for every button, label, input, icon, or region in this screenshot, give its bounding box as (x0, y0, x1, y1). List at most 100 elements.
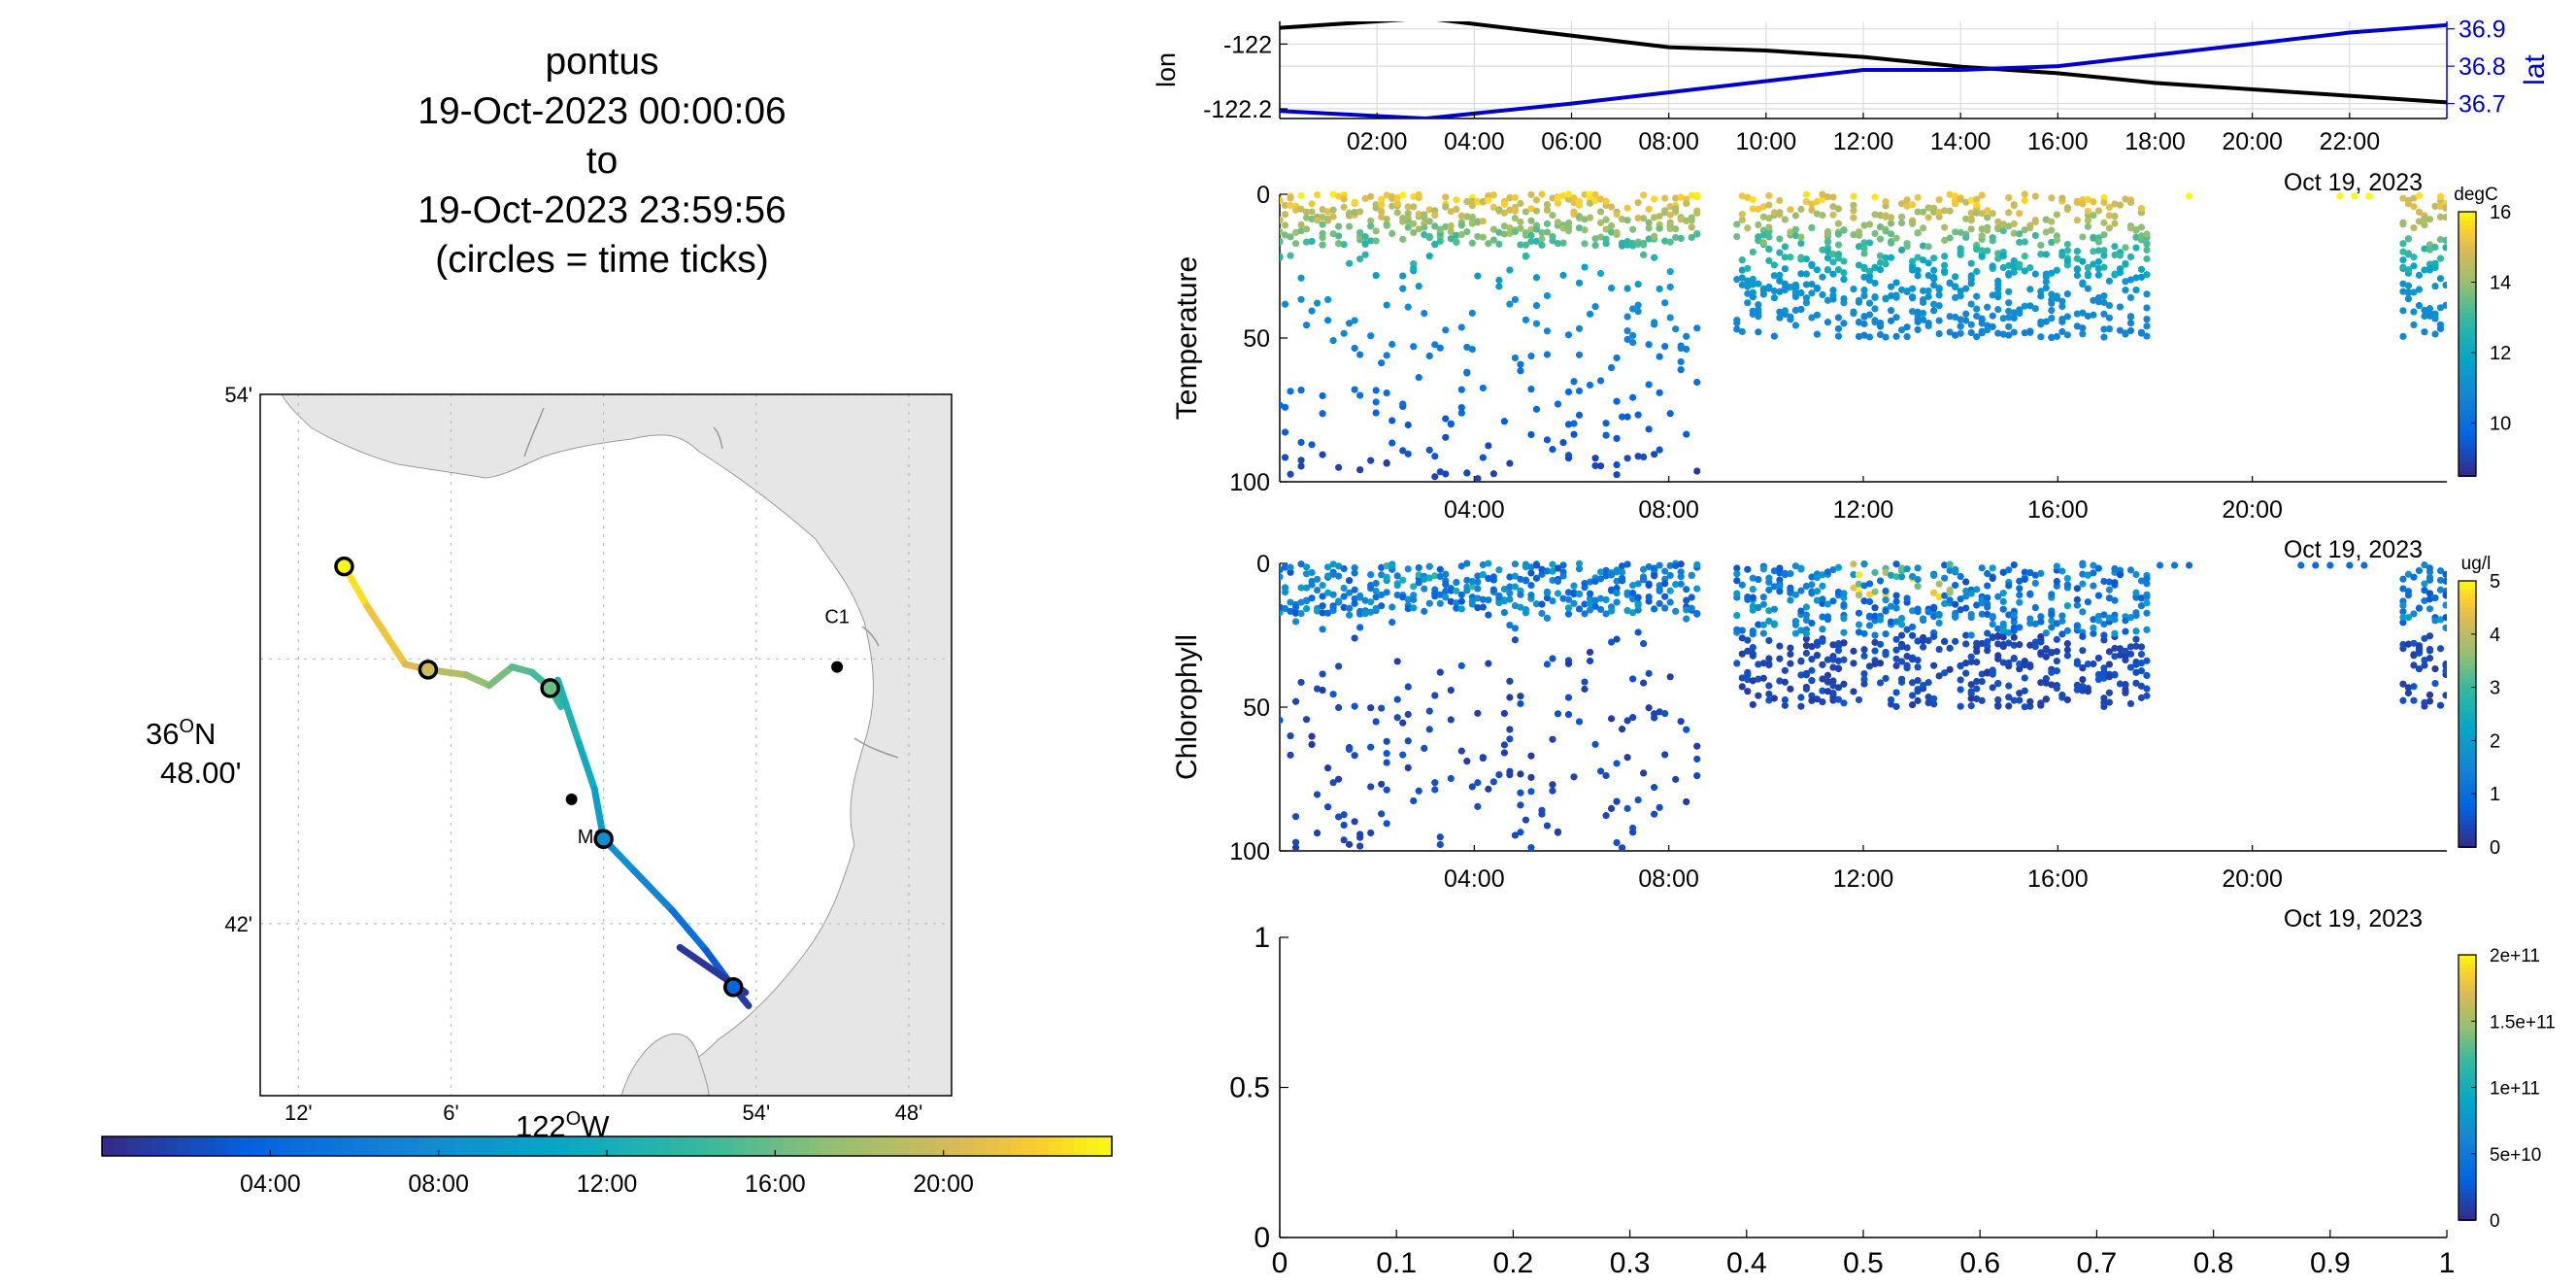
colorbar-swatch (165, 1136, 179, 1156)
colorbar-swatch (2459, 990, 2476, 996)
data-point (1829, 258, 1837, 266)
data-point (1903, 594, 1911, 602)
data-point (1688, 593, 1695, 601)
data-point (1808, 696, 1816, 704)
data-point (1999, 620, 2007, 627)
colorbar-swatch (2459, 220, 2476, 226)
data-point (1765, 636, 1773, 645)
data-point (2137, 265, 2146, 273)
colorbar-swatch (910, 1136, 923, 1156)
data-point (1957, 288, 1964, 295)
data-point (1549, 655, 1556, 662)
data-point (2090, 234, 2097, 242)
colorbar-swatch (2459, 652, 2476, 658)
x-tick-label: 0.1 (1376, 1247, 1417, 1279)
data-point (1346, 212, 1354, 220)
data-point (1564, 604, 1573, 612)
data-point (1404, 210, 1412, 218)
data-point (1744, 647, 1752, 655)
data-point (2425, 576, 2434, 584)
data-point (1410, 604, 1418, 612)
data-point (1629, 609, 1637, 617)
colorbar-swatch (2459, 771, 2476, 777)
data-point (1591, 740, 1599, 748)
data-point (1744, 595, 1752, 603)
data-point (1978, 677, 1986, 686)
data-point (1287, 388, 1294, 395)
land-north (260, 394, 952, 1096)
x-tick-label: 16:00 (2027, 865, 2089, 893)
data-point (1367, 743, 1375, 751)
data-point (1656, 561, 1663, 569)
data-point (1829, 211, 1837, 219)
colorbar-swatch (2459, 981, 2476, 987)
data-point (1596, 377, 1605, 385)
lat-label-deg: 36ON (146, 716, 216, 751)
colorbar-swatch (2459, 1180, 2476, 1186)
time-tick-circle (334, 556, 354, 577)
data-point (2116, 303, 2124, 311)
data-point (2016, 696, 2024, 704)
data-point (2425, 264, 2434, 273)
colorbar-swatch (2459, 1198, 2476, 1203)
y-tick-label: 100 (1229, 469, 1270, 496)
data-point (1871, 293, 1879, 301)
data-point (1802, 611, 1811, 619)
data-point (1549, 735, 1556, 743)
data-point (1749, 275, 1756, 284)
data-point (1865, 267, 1874, 275)
x-tick-label: 04:00 (1444, 496, 1505, 524)
data-point (1346, 222, 1354, 230)
data-point (1935, 580, 1943, 588)
data-point (1634, 301, 1642, 309)
data-point (1602, 771, 1610, 780)
data-point (1442, 415, 1450, 423)
data-point (1865, 311, 1874, 319)
data-point (1781, 254, 1789, 261)
data-point (1994, 701, 2002, 709)
data-point (1596, 219, 1605, 226)
data-point (1829, 270, 1837, 278)
data-point (1517, 829, 1524, 836)
data-point (1517, 693, 1524, 700)
colorbar-swatch (2459, 820, 2476, 827)
data-point (1421, 223, 1428, 231)
data-point (2105, 314, 2114, 322)
data-point (2048, 617, 2056, 625)
data-point (1575, 559, 1584, 567)
data-point (1287, 233, 1294, 241)
data-point (1765, 201, 1773, 209)
data-point (1457, 409, 1465, 417)
data-point (2090, 212, 2097, 220)
data-point (2132, 611, 2140, 620)
data-point (1930, 589, 1938, 596)
data-point (2421, 328, 2428, 336)
data-point (2132, 589, 2140, 596)
colorbar-swatch (2459, 714, 2476, 720)
data-point (1903, 664, 1911, 672)
data-point (1999, 227, 2007, 235)
data-point (2048, 333, 2056, 341)
colorbar-unit: ug/l (2461, 554, 2492, 574)
data-point (1677, 580, 1685, 588)
data-point (2016, 591, 2024, 599)
colorbar-swatch (102, 1136, 116, 1156)
data-point (1850, 192, 1857, 200)
data-point (2436, 275, 2445, 283)
data-point (1393, 572, 1401, 580)
data-point (1808, 260, 1816, 268)
data-point (1463, 228, 1471, 236)
colorbar-swatch (2459, 842, 2476, 848)
colorbar-swatch (2459, 212, 2476, 218)
data-point (1829, 203, 1837, 211)
data-point (2415, 604, 2424, 612)
data-point (1897, 200, 1906, 208)
data-point (1930, 661, 1938, 669)
data-point (1356, 351, 1364, 358)
colorbar-swatch (481, 1136, 494, 1156)
data-point (1946, 234, 1954, 242)
data-point (1634, 601, 1642, 609)
data-point (2105, 224, 2114, 232)
data-point (2143, 254, 2151, 263)
data-point (2425, 655, 2434, 662)
